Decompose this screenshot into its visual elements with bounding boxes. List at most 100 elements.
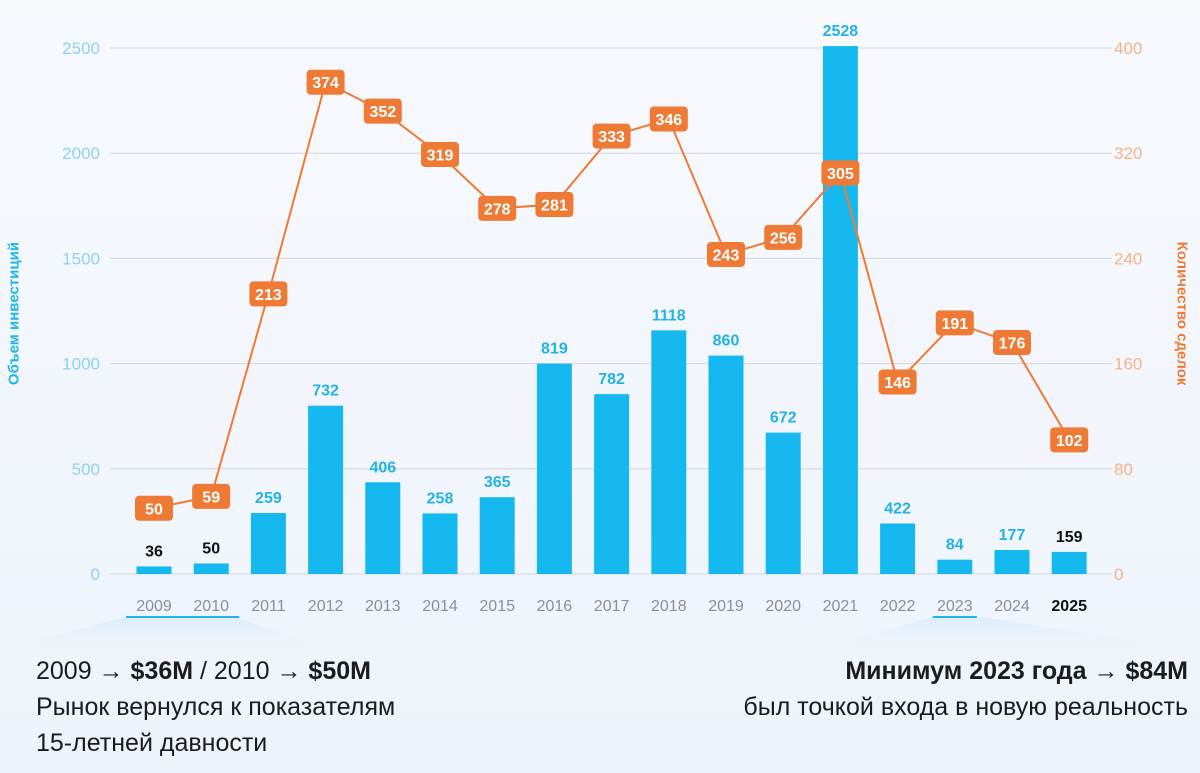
right-tick-label: 320 [1114, 144, 1142, 163]
bar-value-label: 36 [145, 543, 163, 560]
line-point-marker [135, 495, 173, 521]
right-tick-label: 160 [1114, 355, 1142, 374]
line-point-label: 278 [484, 201, 511, 218]
bar [136, 566, 172, 574]
line-point-label: 374 [312, 75, 339, 92]
line-point-marker [306, 69, 345, 95]
left-tick-label: 500 [72, 460, 100, 479]
bar-value-label: 50 [202, 540, 220, 557]
bar [479, 497, 515, 574]
line-point-label: 281 [541, 197, 568, 214]
line-point-label: 176 [999, 336, 1026, 353]
x-tick-label: 2022 [880, 598, 916, 615]
bar-value-label: 259 [255, 490, 282, 507]
line-point-marker [993, 330, 1031, 356]
x-tick-label: 2025 [1051, 598, 1087, 615]
right-axis-title: Количество сделок [1173, 241, 1191, 386]
bar-value-label: 2528 [823, 23, 859, 40]
bar-value-label: 258 [427, 490, 454, 507]
x-tick-label: 2016 [537, 598, 573, 615]
x-tick-label: 2015 [479, 598, 515, 615]
line-point-marker [821, 160, 860, 186]
right-tick-label: 80 [1114, 460, 1133, 479]
bar [994, 550, 1030, 574]
x-axis-ticks: 2009 2010 2011 2012 2013 2014 2015 2016 2017 2018… [126, 598, 1087, 618]
line-point-label: 213 [255, 287, 282, 304]
note-left-line2: Рынок вернулся к показателям [36, 693, 396, 721]
note-left-line1: 2009 → $36M / 2010 → $50M [36, 657, 371, 685]
line-point-label: 319 [427, 148, 454, 165]
left-tick-label: 2500 [62, 39, 100, 58]
line-point-label: 346 [655, 112, 682, 129]
x-tick-label: 2017 [594, 598, 630, 615]
note-left: 2009 → $36M / 2010 → $50M Рынок вернулся… [36, 653, 395, 761]
right-tick-label: 240 [1114, 249, 1142, 268]
line-point-marker [363, 98, 402, 124]
bar [536, 363, 572, 574]
bar-series [136, 46, 1087, 575]
x-tick-label: 2018 [651, 598, 687, 615]
bar [193, 563, 229, 574]
bar-value-label: 1118 [652, 307, 686, 324]
note-right-line1: Минимум 2023 года → $84M [845, 657, 1188, 685]
line-point-label: 256 [770, 230, 797, 247]
line-point-label: 305 [827, 166, 854, 183]
bar-value-label: 819 [541, 341, 568, 358]
callout-glow-left [0, 617, 330, 650]
x-tick-label: 2010 [193, 598, 229, 615]
bar-value-label: 860 [713, 333, 740, 350]
line-point-marker [649, 106, 688, 132]
bar [1051, 551, 1087, 574]
bar [822, 46, 858, 575]
x-tick-label: 2020 [765, 598, 801, 615]
bar-value-label: 732 [312, 383, 339, 400]
bar [765, 432, 801, 574]
left-axis-ticks: 0 500 1000 1500 2000 2500 [62, 39, 100, 584]
callout-glow-right [820, 617, 1200, 650]
right-axis-ticks: 0 80 160 240 320 400 [1114, 39, 1142, 584]
line-point-marker [478, 195, 517, 221]
right-tick-label: 0 [1114, 565, 1123, 584]
line-point-label: 191 [941, 316, 968, 333]
bar-value-label: 422 [884, 501, 911, 518]
bar [880, 523, 916, 574]
left-axis-title: Объем инвестиций [5, 241, 23, 386]
bar-value-labels: 36 50 259 732 406 258 365 819 782 1118 860 672 2528 4… [145, 23, 1083, 560]
bar-value-label: 406 [369, 459, 396, 476]
bar-value-label: 177 [999, 527, 1026, 544]
x-tick-label: 2019 [708, 598, 744, 615]
line-point-marker [935, 310, 974, 336]
x-tick-label: 2013 [365, 598, 401, 615]
bar-value-label: 159 [1056, 529, 1083, 546]
bar [422, 513, 458, 574]
bar-value-label: 365 [484, 474, 511, 491]
line-point-label: 333 [598, 129, 625, 146]
line-point-label: 59 [202, 489, 220, 506]
bar-value-label: 672 [770, 410, 797, 427]
line-point-marker [707, 241, 745, 267]
x-tick-label: 2014 [422, 598, 458, 615]
bar [365, 482, 401, 574]
line-point-label: 146 [884, 375, 911, 392]
left-tick-label: 1500 [62, 249, 100, 268]
line-point-marker [421, 142, 459, 168]
line-point-labels: 50 59 213 374 352 319 278 281 333 346 243 256 305 146… [135, 69, 1089, 521]
left-tick-label: 2000 [62, 144, 100, 163]
note-right: Минимум 2023 года → $84M был точкой вход… [743, 653, 1188, 725]
bar [308, 405, 344, 574]
note-left-line3: 15-летней давности [36, 729, 268, 757]
line-point-label: 102 [1056, 433, 1083, 450]
bar [250, 512, 286, 574]
bar [594, 394, 630, 574]
x-tick-label: 2023 [937, 598, 973, 615]
left-tick-label: 1000 [62, 355, 100, 374]
line-point-marker [535, 191, 574, 217]
right-tick-label: 400 [1114, 39, 1142, 58]
line-point-marker [764, 224, 803, 250]
left-tick-label: 0 [91, 565, 100, 584]
x-tick-label: 2009 [136, 598, 172, 615]
bar [937, 559, 973, 574]
line-point-marker [192, 483, 231, 509]
line-point-marker [592, 123, 631, 149]
